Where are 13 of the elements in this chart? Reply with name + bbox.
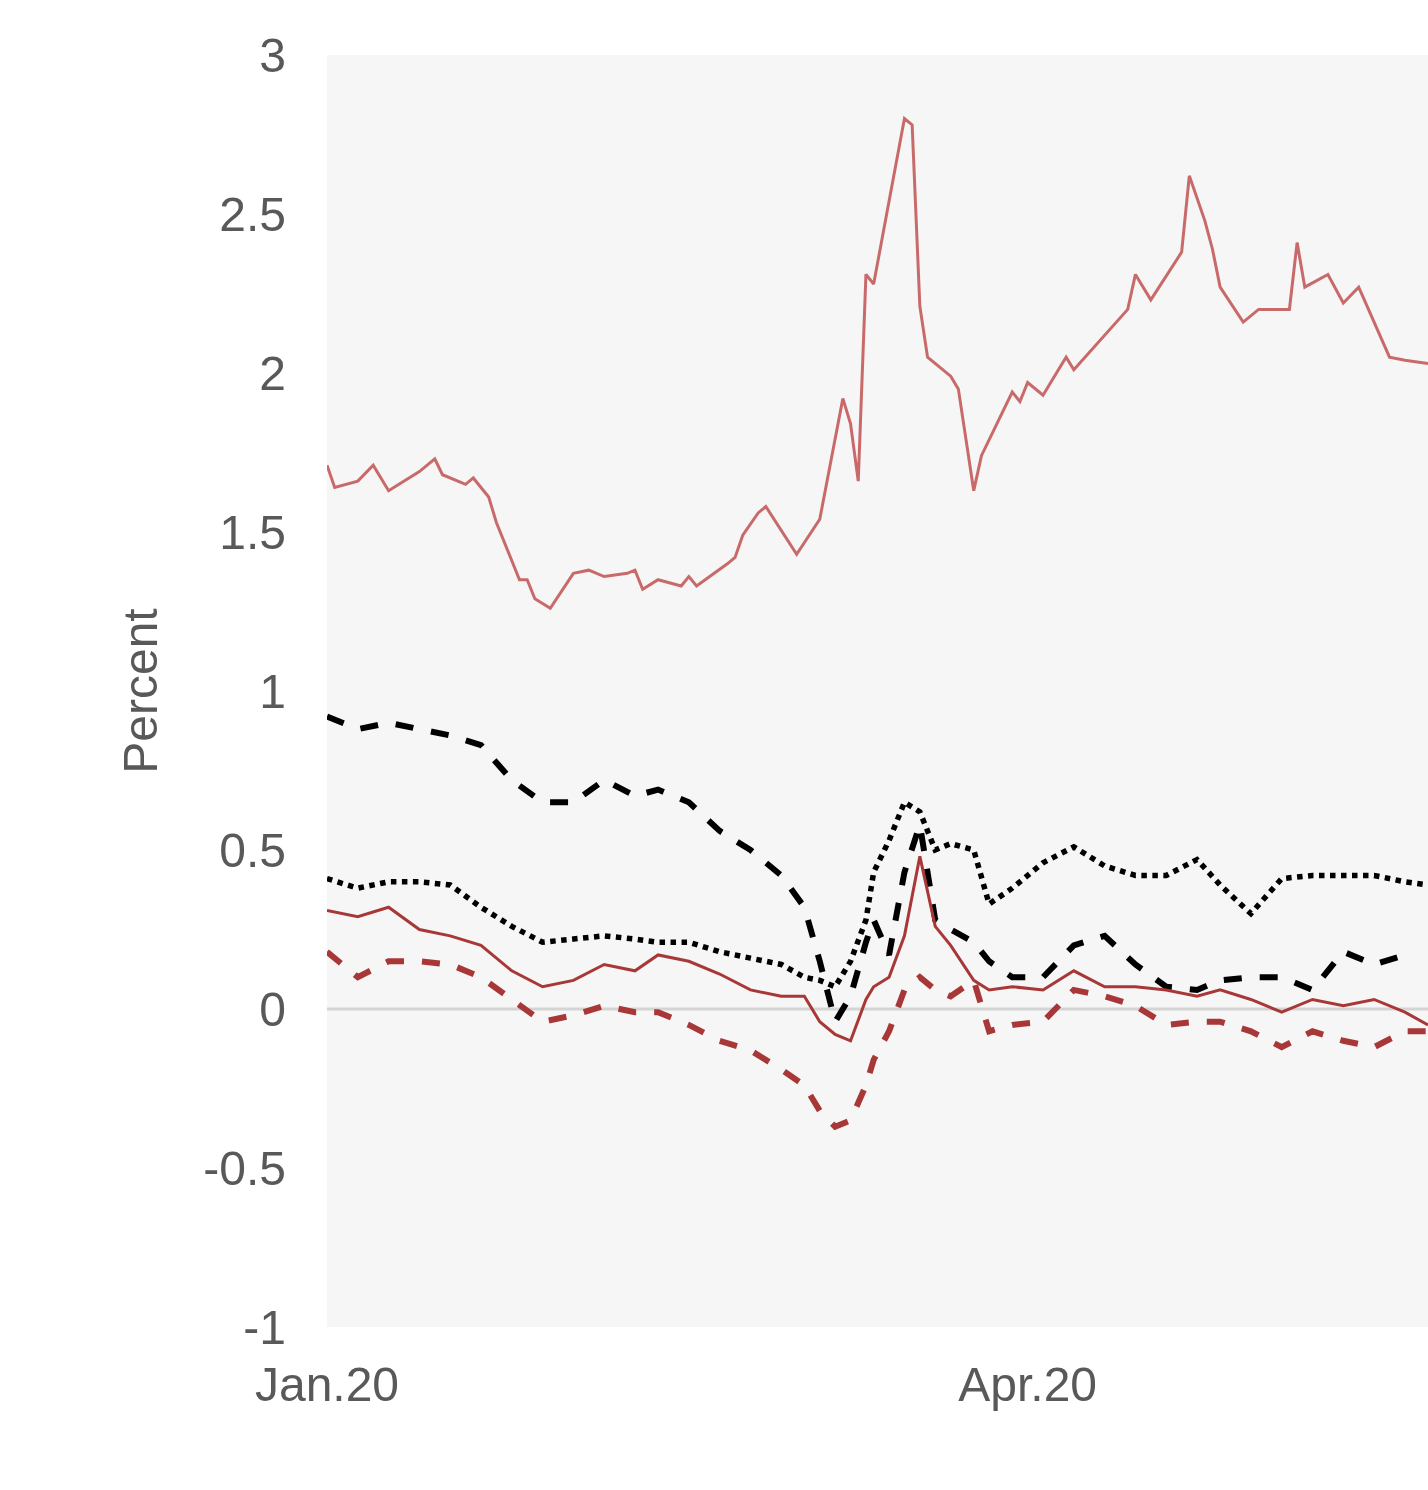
y-tick-label: 1 [259,664,286,718]
y-tick-label: -0.5 [203,1141,286,1195]
y-tick-label: 2.5 [219,187,286,241]
y-tick-label: 3 [259,28,286,82]
line-series [327,117,1428,610]
y-tick-label: 1.5 [219,505,286,559]
y-axis-title: Percent [113,608,167,774]
y-tick-label: 2 [259,346,286,400]
y-tick-label: 0.5 [219,823,286,877]
y-tick-label: 0 [259,982,286,1036]
x-tick-label: Apr.20 [958,1358,1098,1411]
y-tick-label: -1 [243,1300,286,1354]
x-tick-label: Jan.20 [254,1358,400,1411]
